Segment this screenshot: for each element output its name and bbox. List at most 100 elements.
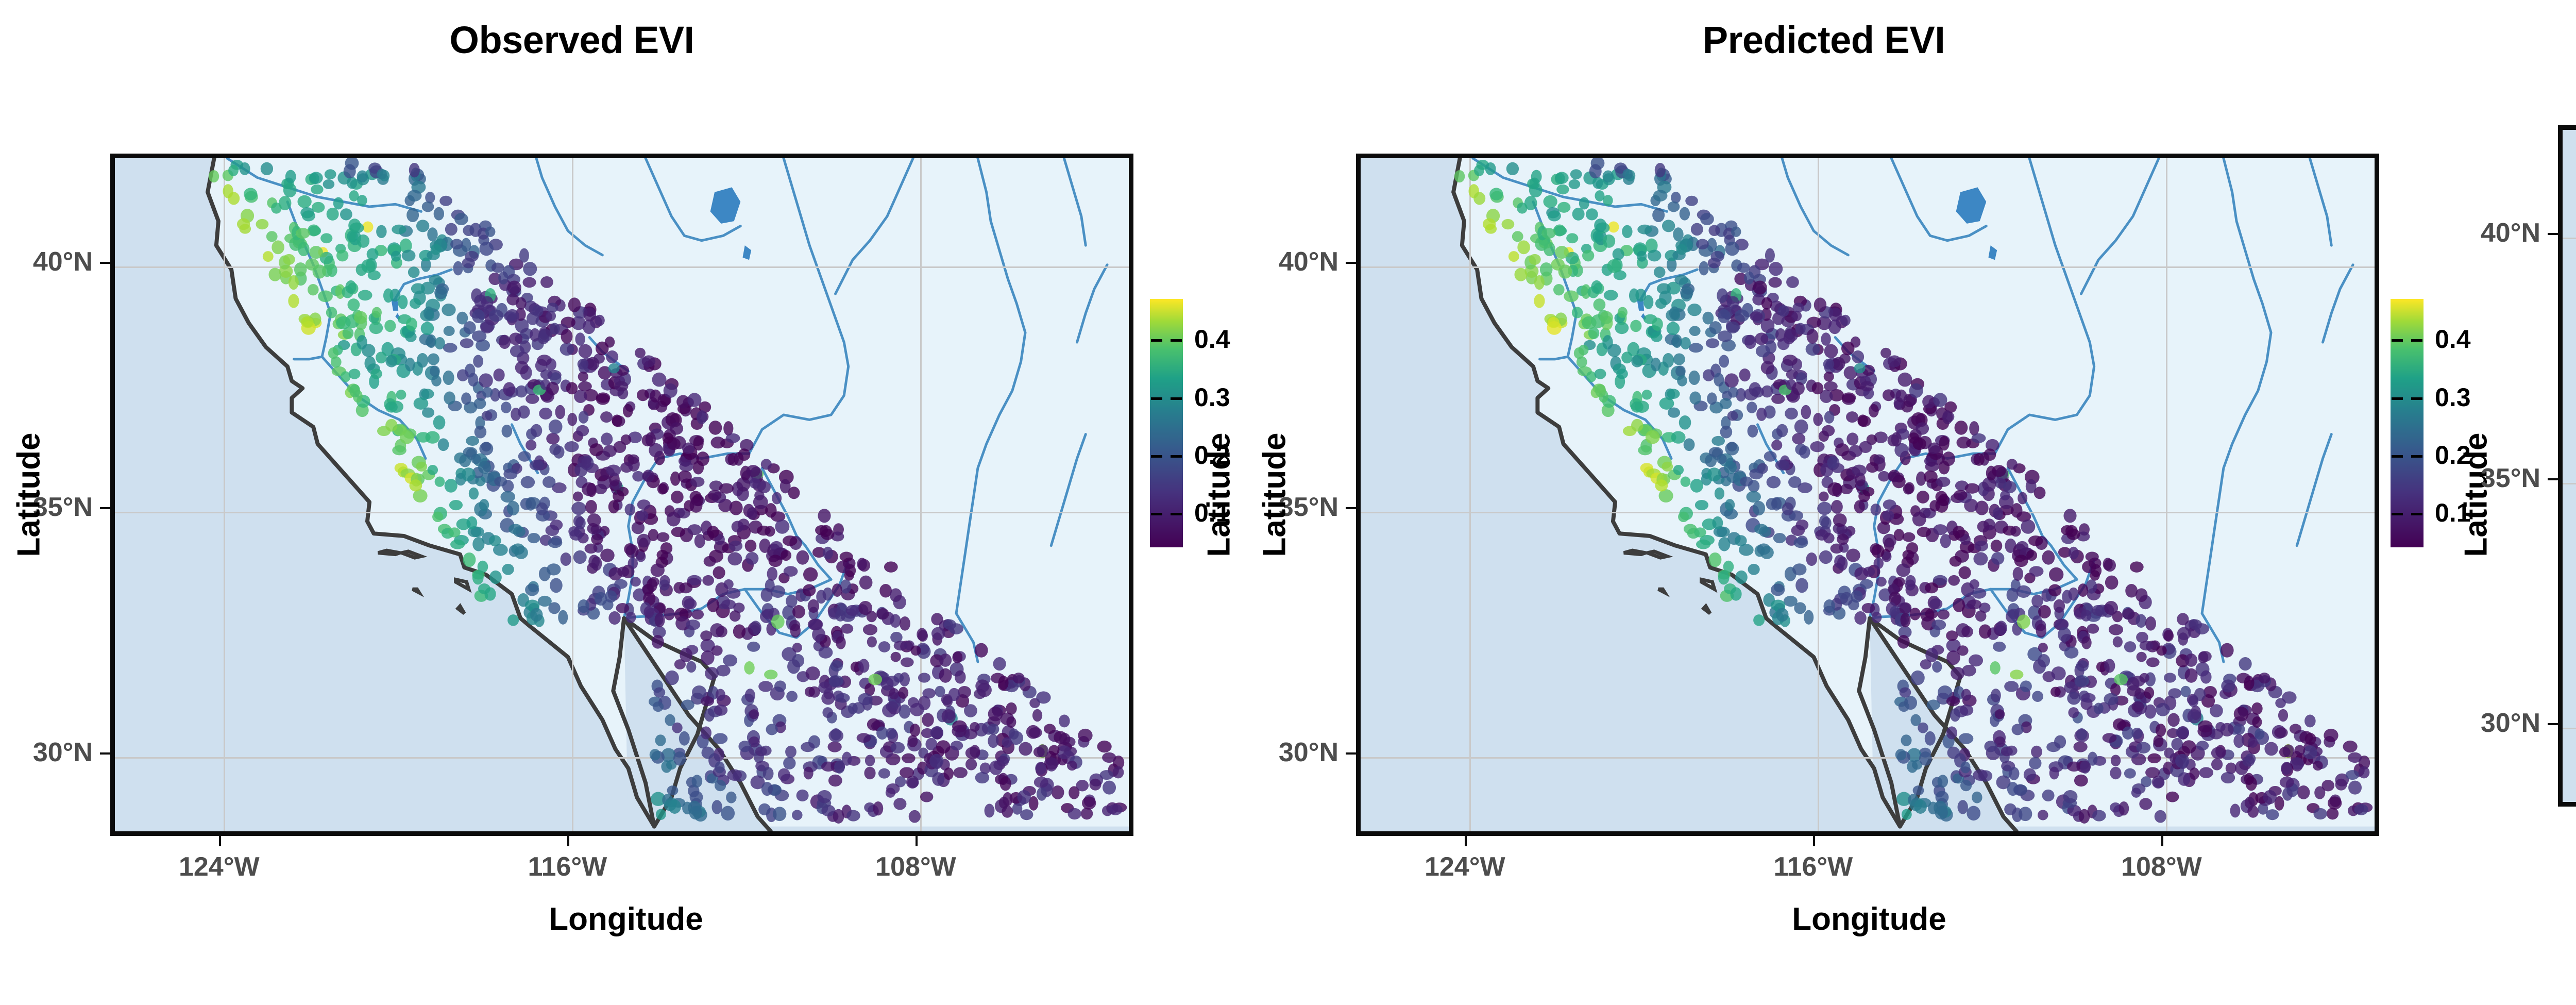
data-point [1044,757,1059,770]
data-point [2281,762,2293,775]
data-point [493,368,505,382]
colorbar-tick [2411,339,2422,342]
data-point [766,724,778,735]
data-point [491,262,504,273]
data-point [1694,499,1709,511]
data-point [2008,609,2020,619]
data-point [774,680,786,692]
data-point [2091,605,2105,616]
data-point [1877,521,1891,534]
data-point [893,798,907,810]
data-point [1690,479,1703,493]
data-point [1953,490,1968,500]
data-point [421,389,434,399]
data-point [2343,740,2358,753]
data-point [1700,213,1714,226]
data-point [1873,557,1884,569]
data-point [354,311,367,324]
data-point [948,688,960,701]
data-point [2036,624,2047,638]
data-point [357,195,367,206]
data-point [1517,240,1530,255]
data-point [488,535,501,547]
data-point [1967,599,1982,610]
data-point [1837,556,1848,571]
data-point [740,439,754,451]
data-point [1607,344,1621,357]
data-point [1982,477,1996,492]
data-point [1588,327,1600,340]
data-point [713,733,728,744]
data-point [2033,659,2046,674]
data-point [1753,614,1765,626]
data-point [1916,422,1929,435]
data-point [2092,810,2106,822]
data-point [1553,224,1566,237]
data-point [878,768,890,779]
data-point [2210,704,2223,717]
data-point [1827,482,1842,496]
data-point [2012,566,2024,581]
data-point [781,550,792,561]
data-point [2062,590,2072,604]
data-point [703,556,716,567]
data-point [965,758,977,770]
data-point [1760,546,1774,559]
panel-title: Difference [2442,18,2576,62]
data-point [2093,702,2104,714]
data-point [2145,767,2160,778]
data-point [907,735,918,747]
data-point [1651,357,1661,372]
y-axis-tick-label: 40°N [1278,246,1338,277]
data-point [340,208,352,221]
data-point [1972,588,1987,599]
data-point [890,651,901,662]
data-point [1629,288,1639,303]
data-point [2244,796,2255,809]
data-point [987,724,999,735]
data-point [1894,443,1909,458]
data-point [1685,195,1698,206]
data-point [805,666,820,681]
data-point [760,588,773,602]
data-point [1594,219,1607,232]
data-point [2064,646,2079,659]
colorbar-tick [1171,397,1182,400]
data-point [1680,286,1693,299]
data-point [1676,244,1687,255]
data-point [518,451,531,462]
gridline-horizontal [115,757,1129,759]
gridline-vertical [920,158,922,831]
data-point [377,169,387,180]
data-point [1529,183,1543,198]
data-point [1006,716,1016,728]
data-point [2304,733,2316,745]
data-point [818,509,831,523]
data-point [309,246,323,259]
data-point [723,654,738,667]
data-point [1912,785,1924,796]
data-point [1749,468,1764,480]
data-point [2051,666,2066,681]
data-point [2037,810,2048,820]
data-point [1612,248,1624,260]
data-point [566,382,578,395]
data-point [335,284,345,299]
data-point [841,624,854,634]
data-point [1615,322,1629,334]
data-point [488,309,504,322]
colorbar [2391,299,2424,547]
data-point [631,521,645,534]
data-point [423,306,434,320]
data-point [1564,290,1579,303]
data-point [1102,752,1116,763]
data-point [1709,321,1722,334]
data-point [461,467,476,482]
y-axis-tick-label: 30°N [32,738,93,768]
data-point [575,332,585,346]
data-point [659,579,670,591]
data-point [775,519,790,534]
data-point [836,636,846,649]
data-point [433,207,445,221]
data-point [1795,443,1807,456]
